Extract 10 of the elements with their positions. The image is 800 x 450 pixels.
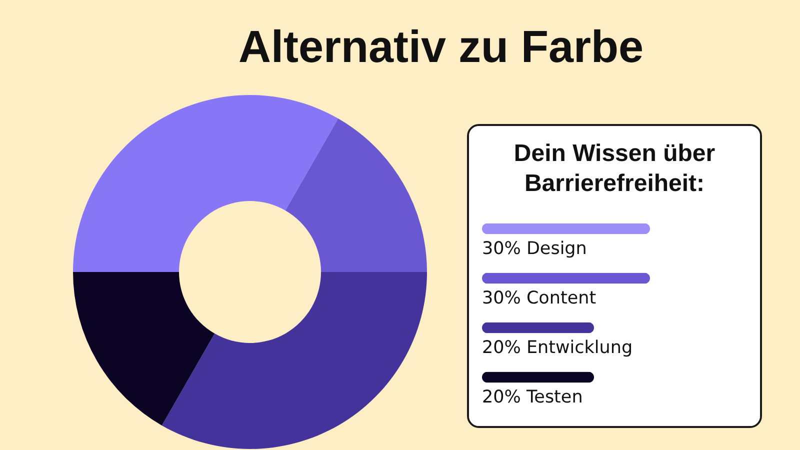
donut-slice bbox=[73, 95, 338, 272]
donut-slice bbox=[285, 118, 427, 272]
data-label: 30% Design bbox=[482, 238, 587, 259]
chart-title: Alternativ zu Farbe bbox=[238, 21, 644, 72]
donut-slice bbox=[162, 272, 427, 449]
data-label: 20% Testen bbox=[482, 387, 583, 408]
donut-slice bbox=[73, 272, 215, 426]
data-label: 20% Entwicklung bbox=[482, 338, 633, 358]
chart-title: Dein Wissen über Barrierefreiheit: bbox=[514, 140, 716, 197]
data-label: 30% Content bbox=[482, 288, 596, 308]
